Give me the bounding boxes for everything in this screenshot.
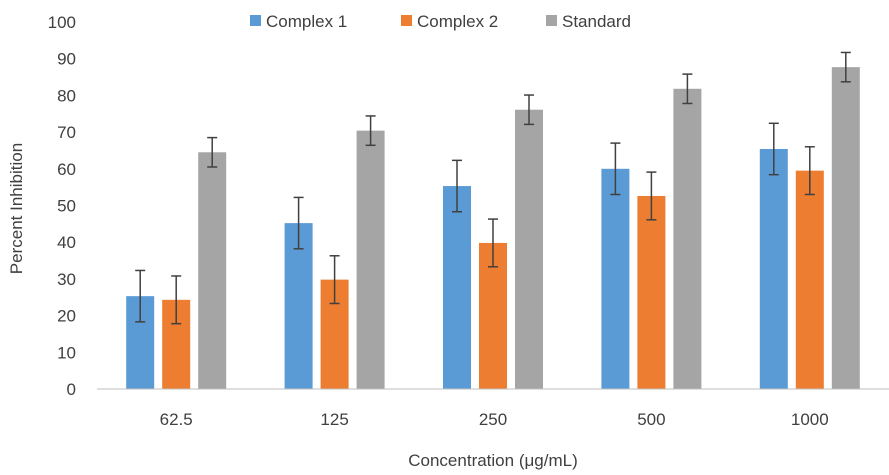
legend-item: Standard [546, 12, 631, 31]
x-axis-label: Concentration (μg/mL) [408, 451, 577, 470]
y-tick-label: 80 [57, 86, 76, 105]
y-tick-label: 20 [57, 307, 76, 326]
error-bar [840, 51, 851, 83]
y-tick-label: 70 [57, 123, 76, 142]
bar-complex-2-500 [637, 195, 666, 389]
y-axis-ticks: 0 10 20 30 40 50 60 70 80 90 100 [48, 13, 76, 399]
bar-complex-1-500 [601, 168, 630, 389]
bar-standard-1000 [831, 67, 860, 390]
bar-complex-2-1000 [795, 170, 824, 389]
bar-complex-1-250 [443, 186, 471, 389]
y-tick-label: 50 [57, 197, 76, 216]
error-bar [524, 94, 534, 126]
bar-complex-1-125 [284, 223, 313, 389]
legend-swatch [250, 15, 261, 26]
x-tick-label: 125 [320, 410, 348, 429]
y-tick-label: 100 [48, 13, 76, 32]
y-tick-label: 30 [57, 270, 76, 289]
bars [126, 67, 860, 390]
legend-item: Complex 2 [401, 12, 498, 31]
y-tick-label: 90 [57, 50, 76, 69]
bar-standard-62.5 [198, 152, 227, 389]
bar-complex-1-1000 [759, 148, 788, 389]
error-bar [135, 269, 146, 323]
x-tick-label: 500 [637, 410, 665, 429]
error-bar [646, 171, 657, 221]
error-bar [365, 115, 376, 147]
error-bar [293, 196, 304, 250]
x-tick-label: 1000 [791, 410, 829, 429]
error-bar [682, 73, 693, 105]
error-bar [452, 159, 462, 213]
legend-swatch [401, 15, 412, 26]
y-tick-label: 10 [57, 343, 76, 362]
error-bar [207, 136, 218, 168]
legend: Complex 1 Complex 2 Standard [250, 12, 631, 31]
x-axis-ticks: 62.5 125 250 500 1000 [160, 410, 829, 429]
legend-swatch [546, 15, 557, 26]
bar-standard-125 [356, 130, 385, 389]
bar-standard-250 [515, 109, 543, 389]
y-tick-label: 40 [57, 233, 76, 252]
error-bars [135, 51, 851, 325]
x-tick-label: 250 [479, 410, 507, 429]
legend-item: Complex 1 [250, 12, 347, 31]
x-tick-label: 62.5 [160, 410, 193, 429]
legend-label: Complex 1 [266, 12, 347, 31]
y-tick-label: 0 [67, 380, 76, 399]
error-bar [804, 146, 815, 196]
legend-label: Standard [562, 12, 631, 31]
bar-standard-500 [673, 88, 702, 389]
error-bar [329, 255, 340, 305]
error-bar [768, 122, 779, 176]
y-axis-label: Percent Inhibition [7, 143, 26, 274]
y-tick-label: 60 [57, 160, 76, 179]
error-bar [610, 142, 621, 196]
legend-label: Complex 2 [417, 12, 498, 31]
error-bar [488, 218, 498, 268]
error-bar [171, 275, 182, 325]
